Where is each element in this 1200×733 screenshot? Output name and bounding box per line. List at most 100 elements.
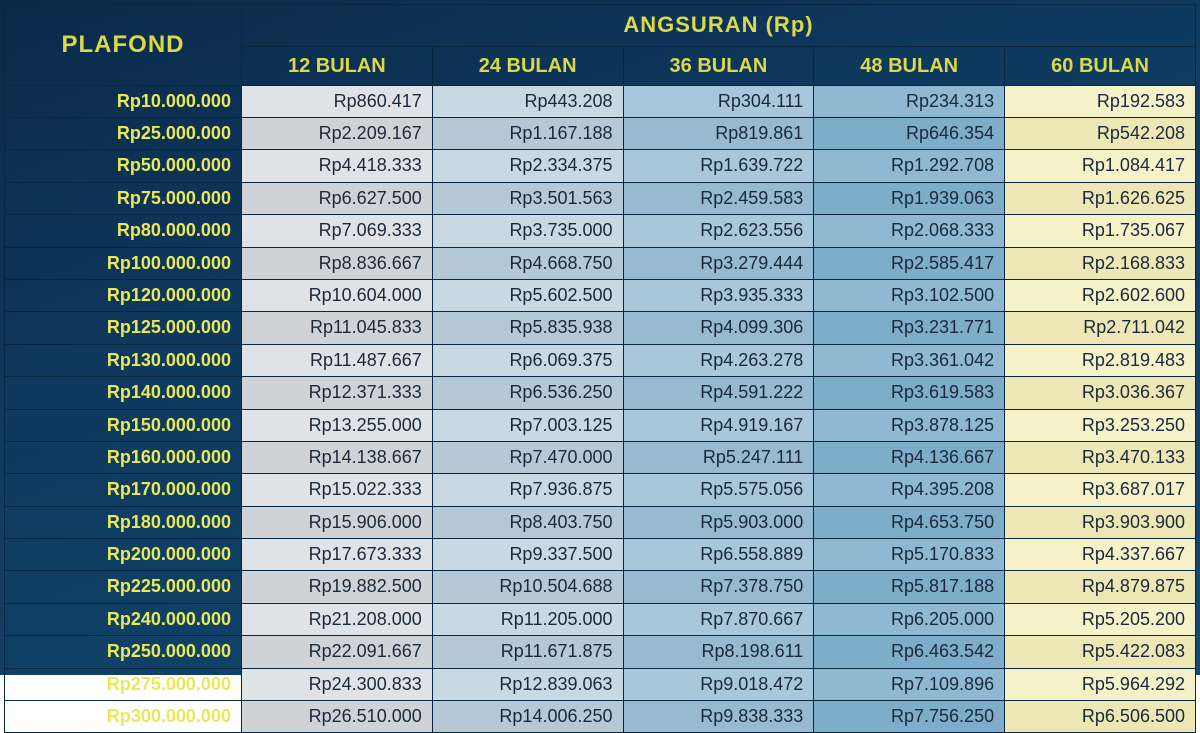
installment-cell: Rp2.068.333 — [814, 215, 1005, 247]
installment-cell: Rp3.036.367 — [1005, 377, 1196, 409]
installment-cell: Rp26.510.000 — [241, 701, 432, 733]
installment-cell: Rp4.136.667 — [814, 441, 1005, 473]
installment-cell: Rp6.627.500 — [241, 182, 432, 214]
installment-cell: Rp6.069.375 — [432, 344, 623, 376]
installment-cell: Rp7.756.250 — [814, 701, 1005, 733]
installment-cell: Rp4.653.750 — [814, 506, 1005, 538]
installment-cell: Rp3.279.444 — [623, 247, 814, 279]
header-month-48: 48 BULAN — [814, 46, 1005, 85]
table-row: Rp80.000.000Rp7.069.333Rp3.735.000Rp2.62… — [5, 215, 1196, 247]
table-row: Rp75.000.000Rp6.627.500Rp3.501.563Rp2.45… — [5, 182, 1196, 214]
installment-cell: Rp5.422.083 — [1005, 636, 1196, 668]
loan-installment-table: PLAFOND ANGSURAN (Rp) 12 BULAN 24 BULAN … — [4, 4, 1196, 733]
table-body: Rp10.000.000Rp860.417Rp443.208Rp304.111R… — [5, 85, 1196, 733]
plafond-cell: Rp240.000.000 — [5, 603, 242, 635]
installment-cell: Rp5.575.056 — [623, 474, 814, 506]
installment-cell: Rp7.109.896 — [814, 668, 1005, 700]
installment-cell: Rp21.208.000 — [241, 603, 432, 635]
installment-cell: Rp2.819.483 — [1005, 344, 1196, 376]
installment-cell: Rp1.084.417 — [1005, 150, 1196, 182]
plafond-cell: Rp180.000.000 — [5, 506, 242, 538]
installment-cell: Rp7.470.000 — [432, 441, 623, 473]
installment-cell: Rp542.208 — [1005, 117, 1196, 149]
installment-cell: Rp14.138.667 — [241, 441, 432, 473]
installment-cell: Rp10.604.000 — [241, 279, 432, 311]
header-month-36: 36 BULAN — [623, 46, 814, 85]
installment-cell: Rp5.205.200 — [1005, 603, 1196, 635]
installment-cell: Rp2.168.833 — [1005, 247, 1196, 279]
installment-cell: Rp12.371.333 — [241, 377, 432, 409]
installment-cell: Rp9.838.333 — [623, 701, 814, 733]
installment-cell: Rp1.292.708 — [814, 150, 1005, 182]
installment-cell: Rp5.602.500 — [432, 279, 623, 311]
installment-cell: Rp2.711.042 — [1005, 312, 1196, 344]
installment-cell: Rp2.459.583 — [623, 182, 814, 214]
installment-cell: Rp646.354 — [814, 117, 1005, 149]
installment-cell: Rp12.839.063 — [432, 668, 623, 700]
header-month-24: 24 BULAN — [432, 46, 623, 85]
table-row: Rp180.000.000Rp15.906.000Rp8.403.750Rp5.… — [5, 506, 1196, 538]
table-row: Rp275.000.000Rp24.300.833Rp12.839.063Rp9… — [5, 668, 1196, 700]
installment-cell: Rp3.735.000 — [432, 215, 623, 247]
header-plafond: PLAFOND — [5, 5, 242, 86]
installment-cell: Rp4.879.875 — [1005, 571, 1196, 603]
table-row: Rp120.000.000Rp10.604.000Rp5.602.500Rp3.… — [5, 279, 1196, 311]
installment-cell: Rp3.878.125 — [814, 409, 1005, 441]
installment-cell: Rp4.395.208 — [814, 474, 1005, 506]
installment-cell: Rp7.003.125 — [432, 409, 623, 441]
installment-cell: Rp860.417 — [241, 85, 432, 117]
table-row: Rp250.000.000Rp22.091.667Rp11.671.875Rp8… — [5, 636, 1196, 668]
installment-cell: Rp3.470.133 — [1005, 441, 1196, 473]
installment-cell: Rp5.964.292 — [1005, 668, 1196, 700]
installment-cell: Rp22.091.667 — [241, 636, 432, 668]
installment-cell: Rp3.687.017 — [1005, 474, 1196, 506]
installment-cell: Rp7.378.750 — [623, 571, 814, 603]
installment-cell: Rp1.939.063 — [814, 182, 1005, 214]
installment-cell: Rp8.836.667 — [241, 247, 432, 279]
table-row: Rp225.000.000Rp19.882.500Rp10.504.688Rp7… — [5, 571, 1196, 603]
installment-cell: Rp4.418.333 — [241, 150, 432, 182]
installment-cell: Rp11.487.667 — [241, 344, 432, 376]
plafond-cell: Rp225.000.000 — [5, 571, 242, 603]
installment-cell: Rp2.602.600 — [1005, 279, 1196, 311]
installment-cell: Rp4.919.167 — [623, 409, 814, 441]
installment-cell: Rp192.583 — [1005, 85, 1196, 117]
installment-cell: Rp5.817.188 — [814, 571, 1005, 603]
loan-installment-table-container: PLAFOND ANGSURAN (Rp) 12 BULAN 24 BULAN … — [0, 0, 1200, 675]
table-row: Rp100.000.000Rp8.836.667Rp4.668.750Rp3.2… — [5, 247, 1196, 279]
installment-cell: Rp6.536.250 — [432, 377, 623, 409]
installment-cell: Rp17.673.333 — [241, 539, 432, 571]
installment-cell: Rp7.936.875 — [432, 474, 623, 506]
plafond-cell: Rp150.000.000 — [5, 409, 242, 441]
installment-cell: Rp5.170.833 — [814, 539, 1005, 571]
installment-cell: Rp3.361.042 — [814, 344, 1005, 376]
installment-cell: Rp6.506.500 — [1005, 701, 1196, 733]
installment-cell: Rp11.045.833 — [241, 312, 432, 344]
installment-cell: Rp13.255.000 — [241, 409, 432, 441]
installment-cell: Rp11.671.875 — [432, 636, 623, 668]
installment-cell: Rp19.882.500 — [241, 571, 432, 603]
installment-cell: Rp4.337.667 — [1005, 539, 1196, 571]
installment-cell: Rp15.022.333 — [241, 474, 432, 506]
plafond-cell: Rp250.000.000 — [5, 636, 242, 668]
table-row: Rp140.000.000Rp12.371.333Rp6.536.250Rp4.… — [5, 377, 1196, 409]
installment-cell: Rp1.735.067 — [1005, 215, 1196, 247]
plafond-cell: Rp50.000.000 — [5, 150, 242, 182]
installment-cell: Rp4.591.222 — [623, 377, 814, 409]
installment-cell: Rp3.231.771 — [814, 312, 1005, 344]
plafond-cell: Rp300.000.000 — [5, 701, 242, 733]
plafond-cell: Rp10.000.000 — [5, 85, 242, 117]
plafond-cell: Rp130.000.000 — [5, 344, 242, 376]
table-row: Rp50.000.000Rp4.418.333Rp2.334.375Rp1.63… — [5, 150, 1196, 182]
installment-cell: Rp5.903.000 — [623, 506, 814, 538]
installment-cell: Rp8.198.611 — [623, 636, 814, 668]
installment-cell: Rp1.167.188 — [432, 117, 623, 149]
table-row: Rp25.000.000Rp2.209.167Rp1.167.188Rp819.… — [5, 117, 1196, 149]
installment-cell: Rp6.205.000 — [814, 603, 1005, 635]
header-month-60: 60 BULAN — [1005, 46, 1196, 85]
table-row: Rp170.000.000Rp15.022.333Rp7.936.875Rp5.… — [5, 474, 1196, 506]
installment-cell: Rp3.935.333 — [623, 279, 814, 311]
installment-cell: Rp3.619.583 — [814, 377, 1005, 409]
plafond-cell: Rp120.000.000 — [5, 279, 242, 311]
header-angsuran: ANGSURAN (Rp) — [241, 5, 1195, 47]
